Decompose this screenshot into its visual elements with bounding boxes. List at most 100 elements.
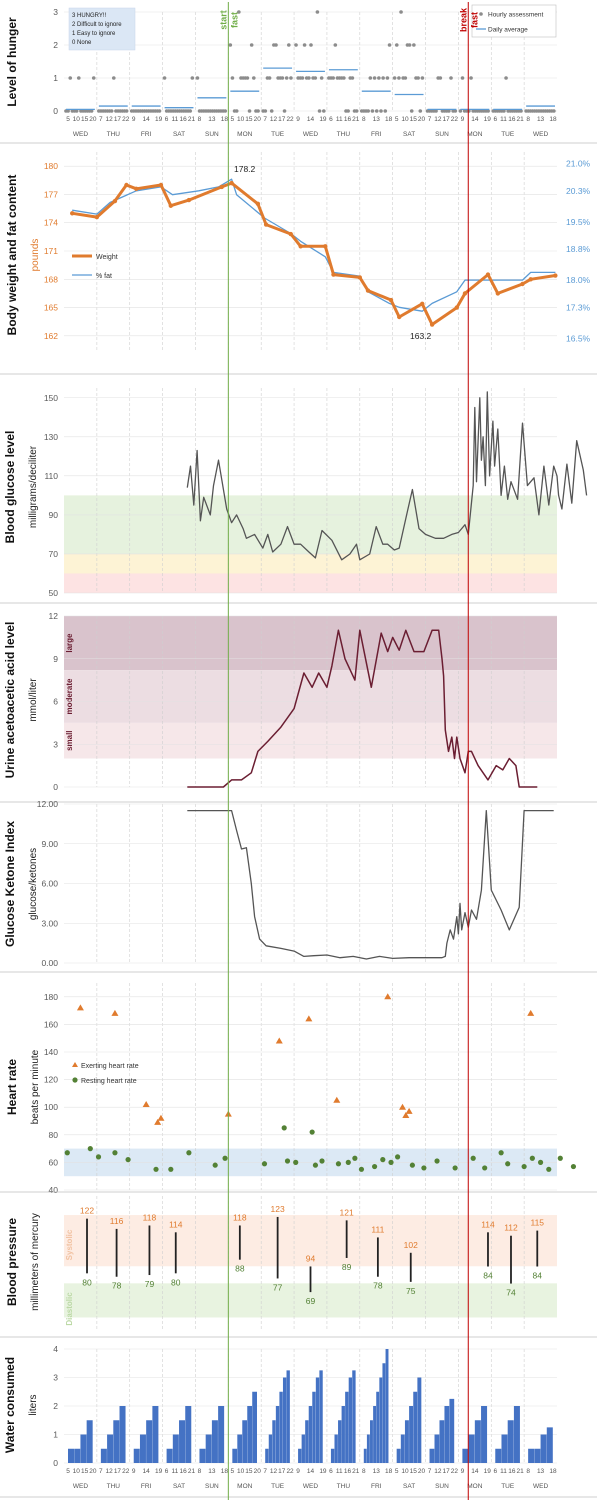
legend-label: Exerting heart rate (81, 1063, 139, 1070)
hunger-dot (447, 109, 451, 113)
water-bar (282, 1377, 287, 1463)
resting-heart-rate-point (345, 1159, 351, 1165)
hunger-dot (469, 76, 473, 80)
hour-tick-label: 20 (418, 116, 426, 123)
y-tick-label: 6.00 (41, 879, 58, 889)
water-bar (232, 1448, 238, 1463)
water-bar (474, 1420, 481, 1463)
hunger-dot (267, 76, 272, 80)
panel-title: Heart rate (5, 1059, 19, 1115)
y-tick-label: 3 (53, 7, 58, 17)
exerting-heart-rate-point (157, 1114, 165, 1121)
hour-tick-label: 21 (352, 1468, 360, 1475)
exerting-heart-rate-point (333, 1096, 341, 1103)
weight-point (168, 203, 174, 208)
hunger-dot (245, 76, 250, 80)
y-tick-label: 0.00 (41, 958, 58, 968)
y-tick-label: 12.00 (37, 799, 59, 809)
hour-tick-label: 6 (165, 116, 169, 123)
hunger-dot (89, 109, 94, 113)
hour-tick-label: 7 (428, 116, 432, 123)
hunger-dot (294, 43, 298, 47)
hour-tick-label: 20 (418, 1468, 426, 1475)
hunger-dot (287, 43, 291, 47)
hour-tick-label: 10 (401, 1468, 409, 1475)
resting-heart-rate-point (352, 1155, 358, 1161)
hunger-dot (379, 109, 383, 113)
hour-tick-label: 5 (395, 1468, 399, 1475)
hunger-dot (397, 76, 401, 80)
hour-tick-label: 9 (461, 1468, 465, 1475)
water-bar (152, 1406, 159, 1463)
hunger-dot (74, 109, 79, 113)
water-bar (68, 1448, 75, 1463)
hour-tick-label: 9 (461, 116, 465, 123)
legend-label: Daily average (488, 27, 528, 34)
y2-tick-label: 21.0% (566, 159, 591, 169)
hunger-dot (317, 109, 322, 113)
hour-tick-label: 20 (254, 1468, 262, 1475)
ketone-band (64, 670, 557, 723)
hunger-dot (486, 109, 490, 113)
legend-label: % fat (96, 273, 112, 280)
hunger-dot (289, 76, 293, 80)
resting-heart-rate-point (537, 1159, 544, 1165)
hunger-dot (346, 109, 350, 113)
hunger-dot (383, 109, 388, 113)
hunger-dot (354, 109, 359, 113)
hour-tick-label: 11 (172, 1468, 179, 1475)
water-bar (366, 1434, 370, 1463)
hour-tick-label: 7 (263, 116, 267, 123)
resting-heart-rate-point (570, 1163, 577, 1170)
day-label: MON (467, 1483, 482, 1490)
day-label: SUN (205, 1483, 219, 1490)
resting-heart-rate-point (452, 1165, 458, 1171)
resting-heart-rate-point (546, 1166, 552, 1172)
resting-heart-rate-point (64, 1150, 70, 1156)
hunger-dot (420, 76, 425, 80)
hour-tick-label: 10 (73, 1468, 81, 1475)
water-bar (462, 1448, 469, 1463)
hunger-dot (387, 43, 392, 47)
hunger-dot (315, 10, 320, 14)
hunger-dot (256, 109, 260, 113)
water-bar (279, 1391, 283, 1463)
hunger-dot (333, 43, 338, 47)
diastolic-value: 88 (235, 1264, 245, 1274)
hunger-dot (66, 109, 70, 113)
resting-heart-rate-point (87, 1146, 93, 1152)
water-bar (396, 1448, 401, 1463)
ketone-band (64, 616, 557, 671)
water-bar (275, 1406, 280, 1463)
hunger-dot (157, 109, 162, 113)
weight-point (388, 297, 394, 303)
hour-tick-label: 6 (493, 116, 497, 123)
water-bar (268, 1434, 273, 1463)
hour-tick-label: 16 (508, 116, 516, 123)
hour-tick-label: 9 (296, 1468, 300, 1475)
resting-heart-rate-point (222, 1155, 228, 1161)
hour-tick-label: 6 (329, 1468, 333, 1475)
hunger-dot (319, 76, 324, 80)
hour-tick-label: 6 (329, 116, 333, 123)
water-bar (400, 1434, 405, 1463)
day-label: FRI (371, 131, 382, 138)
water-bar (534, 1448, 541, 1463)
water-bar (133, 1448, 140, 1463)
diastolic-value: 78 (373, 1281, 383, 1291)
hunger-dot (458, 109, 463, 113)
ketones-panel: large moderate small 0 3 6 9 12 Urine acetoaceti… (3, 611, 557, 792)
diastolic-value: 79 (145, 1279, 155, 1289)
water-bar (185, 1406, 192, 1463)
weight-point (331, 272, 336, 277)
hour-tick-label: 17 (442, 116, 450, 123)
systolic-value: 111 (371, 1224, 384, 1234)
water-bar (449, 1398, 455, 1463)
resting-heart-rate-point (281, 1125, 287, 1131)
weight-point (397, 314, 402, 320)
hunger-dot (552, 109, 556, 113)
weight-point (158, 182, 164, 188)
hour-tick-label: 18 (221, 116, 229, 123)
water-bar (286, 1370, 290, 1463)
water-bar (546, 1427, 553, 1463)
